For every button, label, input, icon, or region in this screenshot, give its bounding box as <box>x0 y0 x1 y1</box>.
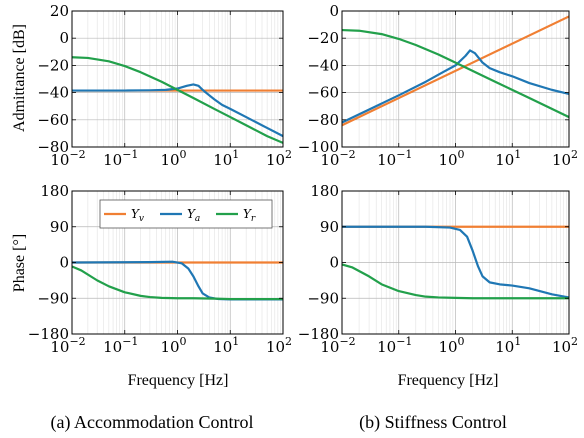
legend: Yv Ya Yr <box>99 199 273 229</box>
x-tick-label: 102 <box>266 335 292 356</box>
y-tick-label: 0 <box>59 254 69 272</box>
x-tick-label: 101 <box>495 335 521 356</box>
series-y-a-line <box>342 225 569 299</box>
y-tick-label: −20 <box>307 29 339 47</box>
x-tick-label: 102 <box>266 148 292 169</box>
y-tick-label: −80 <box>307 111 339 129</box>
y-tick-label: 0 <box>329 2 339 20</box>
x-tick-label: 101 <box>213 335 239 356</box>
x-tick-label: 102 <box>552 335 578 356</box>
x-tick-label: 100 <box>160 335 186 356</box>
legend-box <box>99 199 273 229</box>
ylabel-acc-phase: Phase [°] <box>11 234 28 292</box>
caption-b: (b) Stiffness Control <box>359 412 507 433</box>
y-tick-label: −60 <box>307 84 339 102</box>
series-y-r-line <box>72 265 283 301</box>
y-tick-label: 20 <box>50 2 69 20</box>
x-tick-label: 10−1 <box>377 335 412 356</box>
x-tick-label: 10−1 <box>377 148 412 169</box>
x-tick-label: 101 <box>495 148 521 169</box>
xlabel-acc-phase: Frequency [Hz] <box>128 372 229 389</box>
x-tick-label: 100 <box>438 148 464 169</box>
x-tick-label: 100 <box>438 335 464 356</box>
y-tick-label: −180 <box>28 325 69 343</box>
y-tick-label: −60 <box>37 111 69 129</box>
x-tick-label: 100 <box>160 148 186 169</box>
caption-a: (a) Accommodation Control <box>51 412 254 433</box>
y-tick-label: −40 <box>307 56 339 74</box>
series-y-r-line <box>342 263 569 300</box>
panel-stiff-mag: 10−2 10−1 100 101 102−100−80−60−40−200 <box>298 2 578 169</box>
series-y-r-line <box>342 28 569 119</box>
series-y-v-line <box>342 15 569 127</box>
y-tick-label: 0 <box>329 254 339 272</box>
y-tick-label: −20 <box>37 56 69 74</box>
series-y-r-line <box>72 56 283 145</box>
x-tick-label: 101 <box>213 148 239 169</box>
y-tick-label: −40 <box>37 84 69 102</box>
x-tick-label: 10−1 <box>103 148 138 169</box>
y-tick-label: −100 <box>298 138 339 156</box>
x-tick-label: 102 <box>552 148 578 169</box>
y-tick-label: 180 <box>40 182 69 200</box>
y-tick-label: −90 <box>37 289 69 307</box>
y-tick-label: 90 <box>50 218 69 236</box>
xlabel-stiff-phase: Frequency [Hz] <box>398 372 499 389</box>
x-tick-label: 10−1 <box>103 335 138 356</box>
y-tick-label: −90 <box>307 289 339 307</box>
y-tick-label: 0 <box>59 29 69 47</box>
y-tick-label: 90 <box>320 218 339 236</box>
ylabel-acc-mag: Admittance [dB] <box>11 24 28 132</box>
y-tick-label: −80 <box>37 138 69 156</box>
y-tick-label: −180 <box>298 325 339 343</box>
series-y-a-line <box>72 83 283 138</box>
series-y-a-line <box>342 49 569 124</box>
y-tick-label: 180 <box>310 182 339 200</box>
